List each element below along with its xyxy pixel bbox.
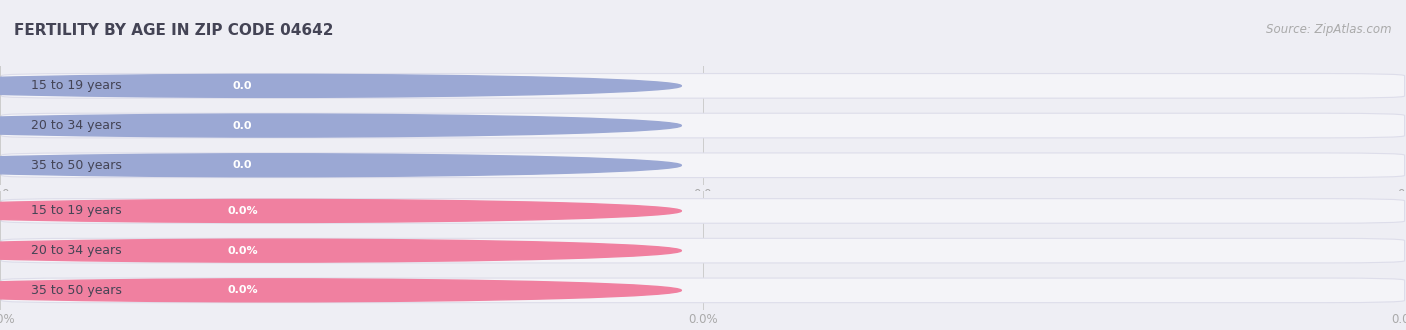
FancyBboxPatch shape: [1, 113, 1405, 138]
Text: 0.0%: 0.0%: [228, 285, 257, 295]
FancyBboxPatch shape: [204, 115, 281, 136]
Text: Source: ZipAtlas.com: Source: ZipAtlas.com: [1267, 23, 1392, 36]
Circle shape: [0, 154, 682, 177]
FancyBboxPatch shape: [1, 278, 1405, 303]
FancyBboxPatch shape: [204, 200, 281, 222]
Circle shape: [0, 279, 682, 302]
Text: 15 to 19 years: 15 to 19 years: [31, 204, 121, 217]
Text: 0.0%: 0.0%: [228, 246, 257, 256]
FancyBboxPatch shape: [1, 238, 1405, 263]
FancyBboxPatch shape: [204, 75, 281, 97]
Circle shape: [0, 74, 682, 97]
Text: FERTILITY BY AGE IN ZIP CODE 04642: FERTILITY BY AGE IN ZIP CODE 04642: [14, 23, 333, 38]
FancyBboxPatch shape: [1, 153, 1405, 178]
Circle shape: [0, 239, 682, 262]
Text: 35 to 50 years: 35 to 50 years: [31, 284, 122, 297]
Circle shape: [0, 114, 682, 137]
FancyBboxPatch shape: [204, 280, 281, 301]
FancyBboxPatch shape: [1, 74, 1405, 98]
Circle shape: [0, 199, 682, 222]
Text: 35 to 50 years: 35 to 50 years: [31, 159, 122, 172]
Text: 20 to 34 years: 20 to 34 years: [31, 244, 121, 257]
FancyBboxPatch shape: [1, 199, 1405, 223]
Text: 0.0: 0.0: [233, 81, 252, 91]
Text: 20 to 34 years: 20 to 34 years: [31, 119, 121, 132]
FancyBboxPatch shape: [204, 240, 281, 261]
FancyBboxPatch shape: [204, 154, 281, 176]
Text: 15 to 19 years: 15 to 19 years: [31, 79, 121, 92]
Text: 0.0%: 0.0%: [228, 206, 257, 216]
Text: 0.0: 0.0: [233, 120, 252, 131]
Text: 0.0: 0.0: [233, 160, 252, 170]
